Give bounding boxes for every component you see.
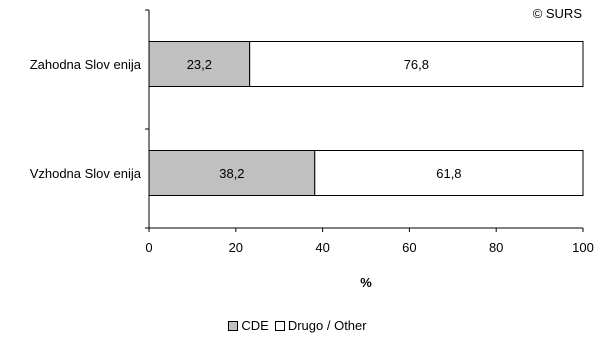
legend-swatch-cde: [228, 320, 239, 331]
category-label-0: Zahodna Slov enija: [30, 57, 142, 72]
source-annotation: © SURS: [533, 6, 583, 21]
x-tick-label-40: 40: [315, 240, 329, 255]
category-label-1: Vzhodna Slov enija: [30, 166, 142, 181]
legend-label-other: Drugo / Other: [287, 318, 367, 333]
plot-area: 0 20 40 60 80 100 23,2 76,8 Zahodna Slov enija 38…: [30, 9, 594, 255]
x-tick-label-0: 0: [145, 240, 152, 255]
bar-other-1: [314, 150, 584, 196]
legend-label-cde: CDE: [241, 318, 269, 333]
bar-other-0: [249, 41, 584, 87]
x-tick-label-100: 100: [572, 240, 594, 255]
data-label-other-0: 76,8: [404, 57, 429, 72]
x-tick-label-80: 80: [489, 240, 503, 255]
x-tick-label-20: 20: [229, 240, 243, 255]
data-label-other-1: 61,8: [436, 166, 461, 181]
legend-item-cde: CDE: [228, 318, 269, 333]
bar-cde-0: [148, 41, 251, 87]
legend-item-other: Drugo / Other: [274, 318, 367, 333]
x-tick-label-60: 60: [402, 240, 416, 255]
legend: CDE Drugo / Other: [0, 318, 595, 333]
data-label-cde-1: 38,2: [219, 166, 244, 181]
x-axis-label: %: [360, 275, 372, 290]
legend-swatch-other: [274, 320, 285, 331]
data-label-cde-0: 23,2: [187, 57, 212, 72]
